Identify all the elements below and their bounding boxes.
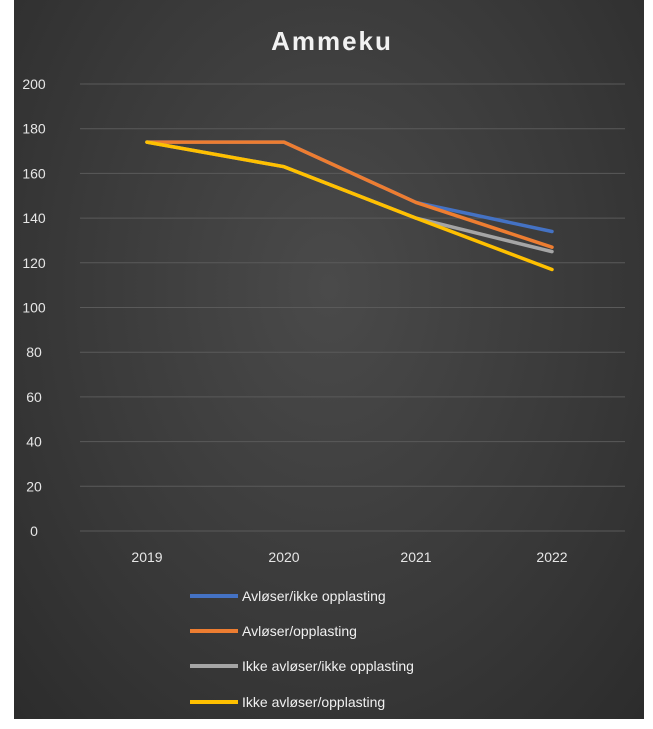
x-tick-label: 2019 <box>131 549 162 565</box>
y-tick-label: 160 <box>22 165 46 181</box>
x-tick-label: 2020 <box>268 549 299 565</box>
legend-label: Ikke avløser/ikke opplasting <box>242 658 414 674</box>
x-axis-ticks: 2019 2020 2021 2022 <box>131 549 567 565</box>
legend-label: Avløser/ikke opplasting <box>242 588 386 604</box>
legend-item: Ikke avløser/opplasting <box>190 694 385 710</box>
y-tick-label: 0 <box>30 523 38 539</box>
y-axis-ticks: 0 20 40 60 80 100 120 140 160 180 200 <box>22 76 46 539</box>
y-tick-label: 20 <box>26 478 42 494</box>
series-line-2 <box>145 140 554 249</box>
series-line-4 <box>145 140 554 272</box>
legend-item: Ikke avløser/ikke opplasting <box>190 658 414 674</box>
y-tick-label: 120 <box>22 255 46 271</box>
y-tick-label: 200 <box>22 76 46 92</box>
y-tick-label: 40 <box>26 434 42 450</box>
x-tick-label: 2021 <box>400 549 431 565</box>
legend-item: Avløser/opplasting <box>190 623 357 639</box>
legend-label: Ikke avløser/opplasting <box>242 694 385 710</box>
series-lines <box>145 140 554 272</box>
legend: Avløser/ikke opplasting Avløser/opplastin… <box>190 588 414 710</box>
legend-item: Avløser/ikke opplasting <box>190 588 386 604</box>
chart-frame <box>14 0 644 719</box>
y-tick-label: 60 <box>26 389 42 405</box>
y-tick-label: 80 <box>26 344 42 360</box>
y-tick-label: 100 <box>22 300 46 316</box>
chart-title: Ammeku <box>271 26 393 56</box>
y-tick-label: 140 <box>22 210 46 226</box>
gridlines <box>80 83 625 532</box>
series-line-3 <box>145 140 554 254</box>
x-tick-label: 2022 <box>536 549 567 565</box>
y-tick-label: 180 <box>22 121 46 137</box>
legend-label: Avløser/opplasting <box>242 623 357 639</box>
